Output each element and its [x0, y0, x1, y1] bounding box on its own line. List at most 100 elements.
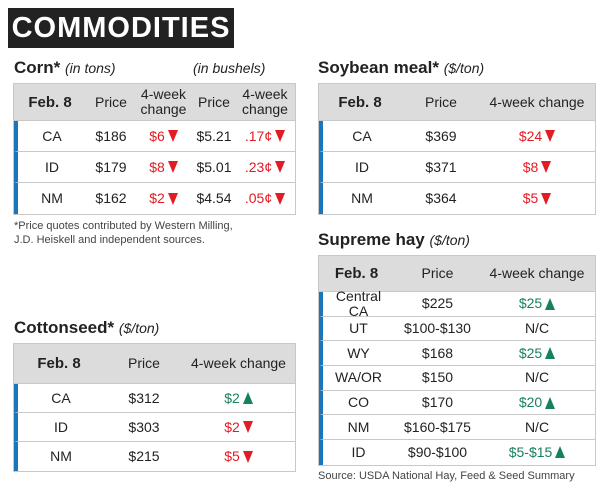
cottonseed-heading: Cottonseed* ($/ton) — [14, 318, 159, 338]
cell: NM — [351, 190, 373, 206]
column-header: 4-week change — [489, 93, 585, 110]
column-header: 4-week change — [242, 86, 288, 117]
cell: $5.21 — [196, 127, 232, 144]
arrow-shape — [242, 450, 253, 463]
arrow-up — [545, 297, 556, 310]
arrow-up — [242, 392, 253, 404]
cell: $4.54 — [196, 190, 232, 206]
cell: $215 — [128, 448, 160, 464]
cell: $179 — [95, 158, 127, 175]
arrow-down — [275, 192, 286, 205]
column-header: 4-week change — [191, 355, 286, 371]
arrow-shape — [167, 192, 178, 205]
column-header: Feb. 8 — [37, 355, 81, 372]
data-row: UT $100-$130 N/C — [319, 316, 595, 342]
arrow-shape — [242, 421, 253, 433]
column-header: Feb. 8 — [28, 93, 72, 111]
data-row: CA $186 $6 $5.21 .17¢ — [14, 121, 295, 152]
cell: $371 — [425, 158, 457, 175]
column-header: Price — [198, 93, 230, 110]
change-value: N/C — [524, 418, 550, 435]
cell: N/C — [481, 366, 593, 390]
arrow-down — [242, 450, 253, 463]
change-value: $5 — [224, 448, 240, 464]
cell: N/C — [481, 317, 593, 341]
cell: NM — [41, 190, 63, 206]
cell: $160-$175 — [404, 418, 471, 435]
cell: .17¢ — [237, 121, 293, 151]
column-header: Price — [128, 355, 160, 371]
corn-heading: Corn* (in tons) — [14, 58, 116, 78]
data-row: ID $303 $2 — [14, 413, 295, 442]
cell: $369 — [425, 127, 457, 144]
cell: $162 — [95, 190, 127, 206]
unit: ($/ton) — [443, 60, 485, 76]
change-value: .17¢ — [244, 127, 273, 144]
column-header: Price — [425, 93, 457, 110]
change-value: $5 — [522, 190, 539, 206]
change-value: $24 — [518, 127, 543, 144]
change-value: $6 — [149, 127, 165, 144]
cell: $100-$130 — [404, 320, 471, 337]
cell: .23¢ — [237, 152, 293, 182]
footnote: *Price quotes contributed by Western Mil… — [14, 220, 233, 246]
cell: $5 — [184, 442, 293, 471]
arrow-down — [541, 192, 552, 205]
change-value: $8 — [149, 158, 165, 175]
cell: $5 — [481, 183, 593, 214]
change-value: $2 — [149, 190, 165, 206]
cell: $170 — [421, 394, 454, 411]
cell: $8 — [481, 152, 593, 182]
table: Feb. 8 Price 4-week change CA $312 $2 ID $303 $2… — [13, 343, 296, 472]
heading-text: Soybean meal* — [318, 58, 439, 77]
arrow-down — [545, 130, 556, 142]
cell: $6 — [136, 121, 191, 151]
source: Source: USDA National Hay, Feed & Seed S… — [318, 470, 575, 482]
arrow-shape — [541, 192, 552, 205]
cell: $2 — [184, 384, 293, 412]
cell: .05¢ — [237, 183, 293, 214]
soybean-heading: Soybean meal* ($/ton) — [318, 58, 484, 78]
unit: ($/ton) — [429, 232, 470, 248]
cell: CA — [51, 389, 71, 406]
table: Feb. 8 Price 4-week change Price 4-week chan… — [13, 83, 296, 215]
cell: $225 — [421, 295, 454, 312]
cell: ID — [54, 418, 68, 435]
arrow-shape — [545, 130, 556, 142]
cell: $25 — [481, 292, 593, 316]
cell: WY — [347, 344, 370, 361]
arrow-down — [167, 130, 178, 142]
cell: $24 — [481, 121, 593, 151]
change-value: $2 — [224, 418, 240, 435]
data-row: WA/OR $150 N/C — [319, 366, 595, 391]
change-value: .05¢ — [244, 190, 273, 206]
change-value: N/C — [524, 369, 550, 386]
header-row: Feb. 8 Price 4-week change Price 4-week chan… — [14, 84, 295, 121]
arrow-shape — [545, 396, 556, 409]
change-value: .23¢ — [244, 158, 273, 175]
change-value: $25 — [518, 295, 543, 312]
data-row: CA $312 $2 — [14, 384, 295, 413]
cell: $364 — [425, 190, 457, 206]
arrow-up — [545, 347, 556, 360]
table: Feb. 8 Price 4-week change CA $369 $24 ID $371 $… — [318, 83, 596, 215]
data-row: NM $162 $2 $4.54 .05¢ — [14, 183, 295, 214]
change-value: $2 — [224, 389, 240, 406]
header-row: Feb. 8 Price 4-week change — [14, 344, 295, 384]
cell: $5.01 — [196, 158, 232, 175]
cell: CO — [348, 394, 369, 411]
data-row: Central CA $225 $25 — [319, 288, 595, 318]
cell: $25 — [481, 341, 593, 365]
cell: $150 — [421, 369, 454, 386]
heading-text: Corn* — [14, 58, 61, 77]
change-value: $20 — [518, 394, 543, 411]
cell: NM — [347, 418, 370, 435]
arrow-shape — [555, 446, 566, 459]
data-row: NM $215 $5 — [14, 442, 295, 471]
cell: $168 — [421, 344, 454, 361]
cell: ID — [355, 158, 369, 175]
column-header: Price — [421, 265, 454, 281]
unit: (in tons) — [65, 60, 116, 76]
data-row: ID $179 $8 $5.01 .23¢ — [14, 152, 295, 183]
